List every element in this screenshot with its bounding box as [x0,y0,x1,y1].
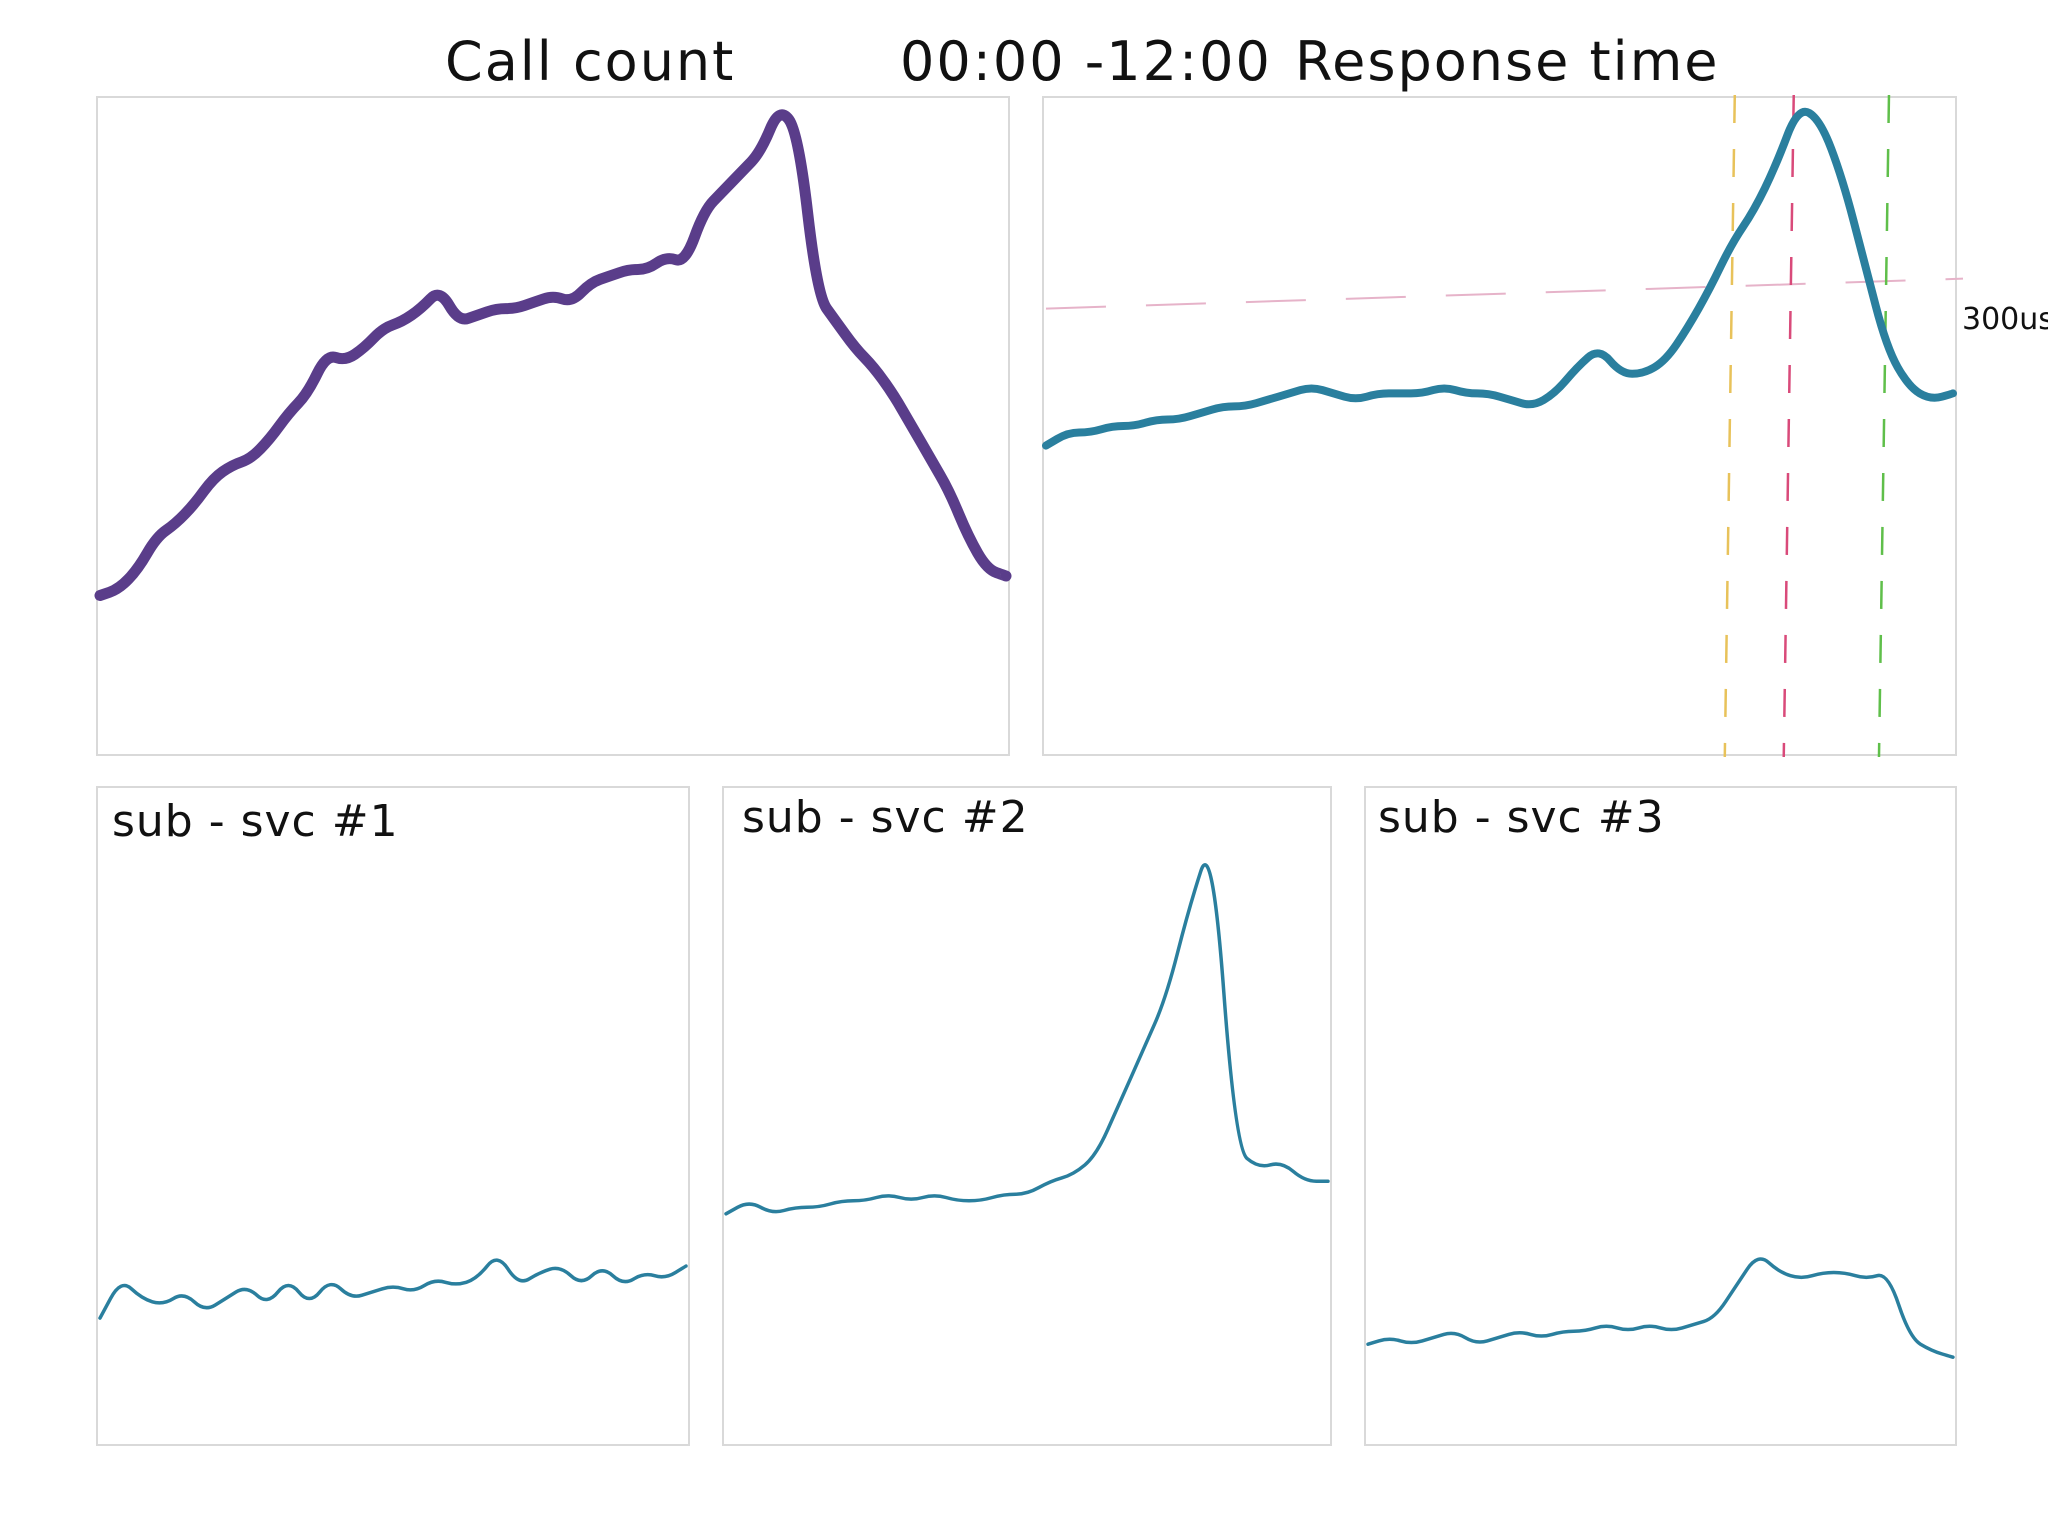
call-count-title: Call count [445,30,736,93]
response-time-title: Response time [1295,30,1720,93]
response-time-threshold-line [1045,277,1964,310]
time-range-label: 00:00 -12:00 [900,30,1272,93]
sub-svc-1-series-line [98,1258,688,1320]
call-count-series-line [94,109,1012,601]
sub-svc-3-panel [1364,786,1957,1446]
sub-svc-2-series-line [724,863,1330,1216]
response-time-series-line [1042,107,1957,450]
response-time-marker-green [1877,94,1891,758]
sub-svc-3-series-line [1366,1257,1955,1359]
response-time-marker-pink [1782,94,1795,758]
response-time-marker-orange [1723,94,1737,758]
threshold-label: 300us [1962,302,2048,337]
response-time-panel [1042,96,1957,756]
sub-svc-2-panel [722,786,1332,1446]
sub-svc-1-title: sub - svc #1 [112,796,399,847]
call-count-panel [96,96,1010,756]
sub-svc-2-title: sub - svc #2 [742,792,1029,843]
sub-svc-1-panel [96,786,690,1446]
sub-svc-3-title: sub - svc #3 [1378,792,1665,843]
